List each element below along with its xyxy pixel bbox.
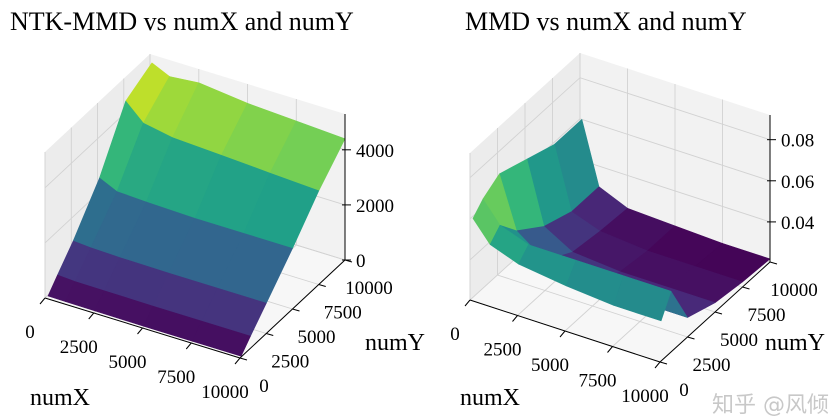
surface-patch [613, 275, 672, 322]
x-tick-label: 5000 [109, 352, 147, 373]
surface-patch [192, 320, 251, 357]
y-tick-label: 2500 [271, 352, 309, 373]
z-tick-label: 4000 [356, 141, 394, 162]
z-tick-label: 2000 [356, 196, 394, 217]
y-tick-label: 0 [259, 376, 269, 397]
x-tick-label: 7500 [157, 367, 195, 388]
y-tick-mark [687, 336, 695, 340]
x-tick-label: 10000 [621, 386, 669, 407]
y-tick-mark [742, 286, 750, 290]
x-tick-mark [234, 357, 241, 365]
y-tick-label: 5000 [298, 327, 336, 348]
x-tick-mark [137, 327, 143, 335]
x-tick-mark [607, 346, 613, 353]
y-tick-mark [714, 311, 723, 315]
x-tick-mark [39, 297, 46, 305]
x-axis-label: numX [460, 385, 520, 411]
x-tick-mark [512, 315, 518, 322]
x-tick-label: 0 [450, 324, 460, 345]
y-tick-mark [239, 357, 248, 361]
watermark: 知乎 @风倾 [712, 393, 829, 417]
z-tick-label: 0.08 [781, 131, 814, 152]
chart-title: MMD vs numX and numY [465, 7, 747, 36]
y-tick-label: 0 [679, 380, 689, 401]
chart-title: NTK-MMD vs numX and numY [10, 7, 354, 36]
y-tick-mark [292, 308, 300, 312]
x-tick-label: 10000 [201, 382, 249, 403]
x-tick-label: 2500 [60, 337, 98, 358]
y-tick-label: 10000 [770, 280, 818, 301]
y-tick-label: 7500 [324, 303, 362, 324]
y-tick-label: 2500 [693, 355, 731, 376]
x-tick-label: 7500 [579, 371, 617, 392]
y-tick-mark [266, 333, 274, 336]
z-tick-label: 0.04 [781, 213, 815, 234]
x-tick-label: 0 [25, 322, 35, 343]
x-tick-mark [88, 312, 95, 320]
y-tick-mark [659, 361, 668, 365]
y-tick-label: 10000 [345, 278, 393, 299]
y-tick-mark [318, 284, 326, 287]
x-tick-mark [185, 342, 192, 350]
x-tick-label: 5000 [531, 355, 569, 376]
z-tick-label: 0 [356, 251, 366, 272]
y-tick-label: 5000 [720, 330, 758, 351]
x-tick-mark [559, 330, 566, 338]
x-tick-mark [654, 361, 661, 369]
z-gridline [469, 77, 771, 179]
y-tick-mark [769, 261, 778, 265]
x-tick-label: 2500 [484, 340, 522, 361]
x-axis-label: numX [30, 385, 90, 411]
y-axis-label: numY [365, 330, 425, 356]
y-axis-label: numY [765, 330, 825, 356]
y-tick-label: 7500 [748, 305, 786, 326]
z-tick-label: 0.06 [781, 172, 814, 193]
x-tick-mark [464, 299, 471, 307]
